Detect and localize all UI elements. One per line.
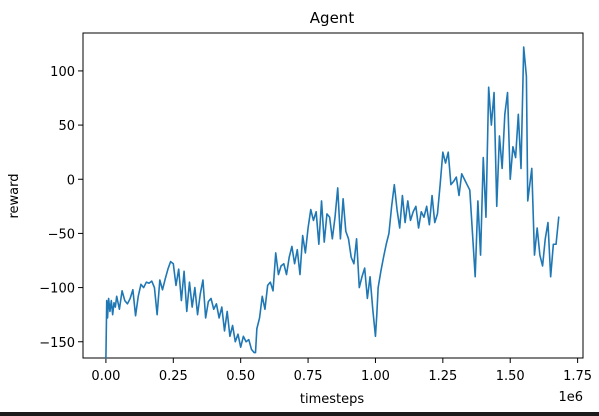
reward-series-line [105,46,560,359]
window-bottom-border [0,412,599,416]
x-tick-label: 1.75 [563,369,592,384]
chart-title: Agent [310,9,355,27]
x-axis-label: timesteps [300,392,364,407]
x-tick-label: 0.75 [294,369,323,384]
x-tick-label: 1.00 [361,369,390,384]
y-tick-label: −100 [39,282,75,297]
y-axis-label: reward [7,173,22,218]
x-tick-label: 0.50 [226,369,255,384]
y-tick-label: −150 [39,336,75,351]
x-tick-label: 1.50 [496,369,525,384]
x-tick-label: 0.00 [91,369,120,384]
y-tick-label: 0 [67,173,75,188]
plot-area-frame [82,32,584,359]
y-tick-label: 50 [58,119,75,134]
x-tick-label: 0.25 [159,369,188,384]
y-axis-ticks: −150 −100 −50 0 50 100 [39,65,83,351]
y-tick-label: −50 [48,227,75,242]
x-tick-label: 1.25 [428,369,457,384]
x-axis-ticks: 0.00 0.25 0.50 0.75 1.00 1.25 1.50 1.75 [91,358,592,384]
y-tick-label: 100 [50,65,75,80]
x-axis-offset-label: 1e6 [558,390,583,405]
